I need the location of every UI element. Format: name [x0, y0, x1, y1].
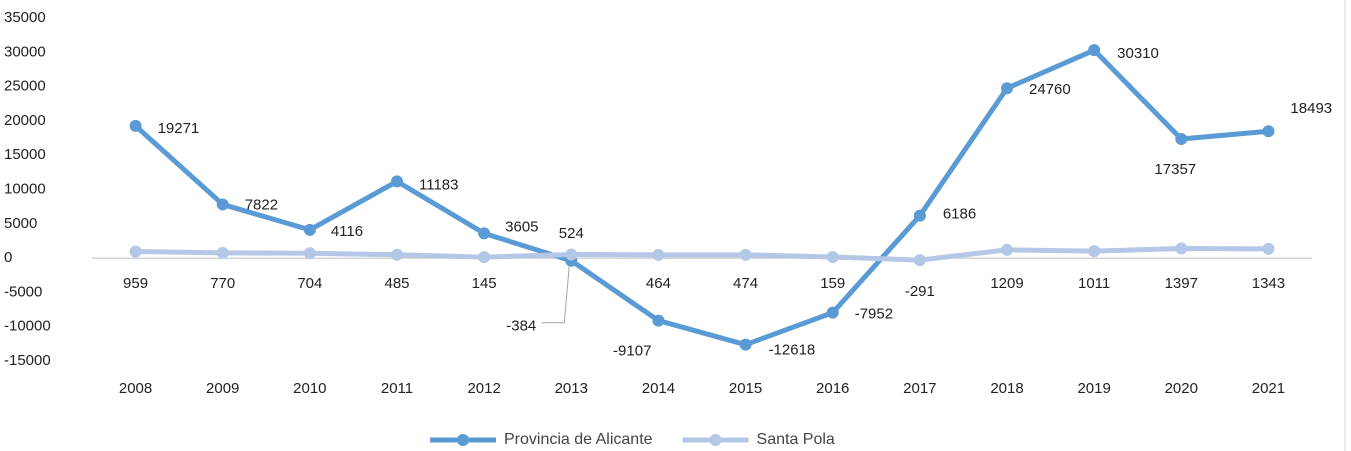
data-label: 4116 — [331, 223, 363, 240]
x-tick-label: 2012 — [467, 380, 500, 397]
data-label: 474 — [733, 275, 758, 292]
x-tick-label: 2014 — [642, 380, 675, 397]
point-marker — [739, 248, 752, 261]
y-tick-label: 35000 — [4, 9, 46, 26]
y-tick-label: 10000 — [4, 180, 46, 197]
data-label: 524 — [559, 225, 584, 242]
x-tick-label: 2021 — [1252, 380, 1285, 397]
point-marker — [391, 248, 403, 261]
point-marker — [1262, 125, 1275, 138]
y-tick-label: -15000 — [4, 352, 51, 369]
point-marker — [1001, 82, 1013, 95]
data-label: 159 — [820, 275, 845, 292]
y-tick-label: 20000 — [4, 112, 46, 129]
data-label: 17357 — [1154, 161, 1196, 178]
data-label: 1011 — [1078, 275, 1110, 292]
point-marker — [913, 209, 926, 222]
point-marker — [216, 198, 229, 211]
y-tick-label: 25000 — [4, 78, 46, 95]
point-marker — [129, 245, 142, 258]
data-label: 485 — [384, 275, 409, 292]
point-marker — [739, 338, 752, 351]
data-label: -291 — [905, 283, 935, 300]
point-marker — [826, 251, 839, 264]
point-marker — [1001, 243, 1013, 256]
legend-label: Provincia de Alicante — [504, 431, 653, 448]
point-marker — [1088, 245, 1101, 258]
series-line — [135, 246, 1269, 263]
leader-line — [541, 265, 570, 324]
x-tick-label: 2016 — [816, 380, 849, 397]
point-marker — [478, 227, 491, 240]
point-marker — [1088, 44, 1101, 57]
data-label: -7952 — [855, 306, 893, 323]
data-label: 6186 — [943, 206, 976, 223]
point-marker — [303, 247, 316, 260]
data-label: -12618 — [769, 342, 816, 359]
data-label: 704 — [297, 275, 322, 292]
x-tick-label: 2018 — [990, 380, 1023, 397]
data-label: 11183 — [419, 176, 459, 193]
point-marker — [129, 119, 142, 132]
point-marker — [565, 248, 578, 261]
data-label: 18493 — [1290, 100, 1332, 117]
x-tick-label: 2013 — [555, 380, 588, 397]
data-label: 19271 — [158, 120, 200, 137]
x-tick-label: 2008 — [119, 380, 152, 397]
point-marker — [1262, 242, 1275, 255]
legend-marker — [457, 434, 469, 446]
data-label: -384 — [506, 318, 536, 335]
point-marker — [303, 223, 316, 236]
series-line — [133, 47, 1269, 348]
data-label: 145 — [472, 275, 497, 292]
data-label: 464 — [646, 275, 671, 292]
data-label: 959 — [123, 275, 148, 292]
legend-marker — [709, 434, 722, 446]
data-label: 1397 — [1165, 275, 1198, 292]
data-label: 24760 — [1029, 81, 1071, 98]
x-tick-label: 2009 — [206, 380, 239, 397]
point-marker — [652, 314, 665, 327]
data-label: 30310 — [1117, 45, 1159, 62]
point-marker — [1175, 242, 1188, 255]
x-tick-label: 2020 — [1165, 380, 1198, 397]
y-tick-label: -5000 — [4, 283, 42, 300]
data-label: 7822 — [245, 196, 278, 213]
data-label: 770 — [210, 275, 235, 292]
x-tick-label: 2017 — [903, 380, 936, 397]
legend-label: Santa Pola — [757, 431, 835, 448]
point-marker — [913, 254, 926, 267]
x-tick-label: 2010 — [293, 380, 326, 397]
x-tick-label: 2015 — [729, 380, 762, 397]
x-tick-label: 2011 — [381, 380, 413, 397]
point-marker — [1175, 133, 1188, 146]
y-tick-label: 5000 — [4, 215, 37, 232]
data-label: 3605 — [505, 218, 538, 235]
point-marker — [216, 246, 229, 259]
data-label: 1343 — [1252, 275, 1285, 292]
y-tick-label: 30000 — [4, 43, 46, 60]
point-marker — [391, 175, 403, 188]
data-label: 1209 — [990, 275, 1023, 292]
point-marker — [478, 251, 491, 264]
point-marker — [826, 306, 839, 319]
y-tick-label: 0 — [4, 249, 12, 266]
data-label: -9107 — [613, 343, 651, 360]
x-tick-label: 2019 — [1077, 380, 1110, 397]
y-tick-label: -10000 — [4, 318, 51, 335]
point-marker — [652, 248, 665, 261]
y-tick-label: 15000 — [4, 146, 46, 163]
